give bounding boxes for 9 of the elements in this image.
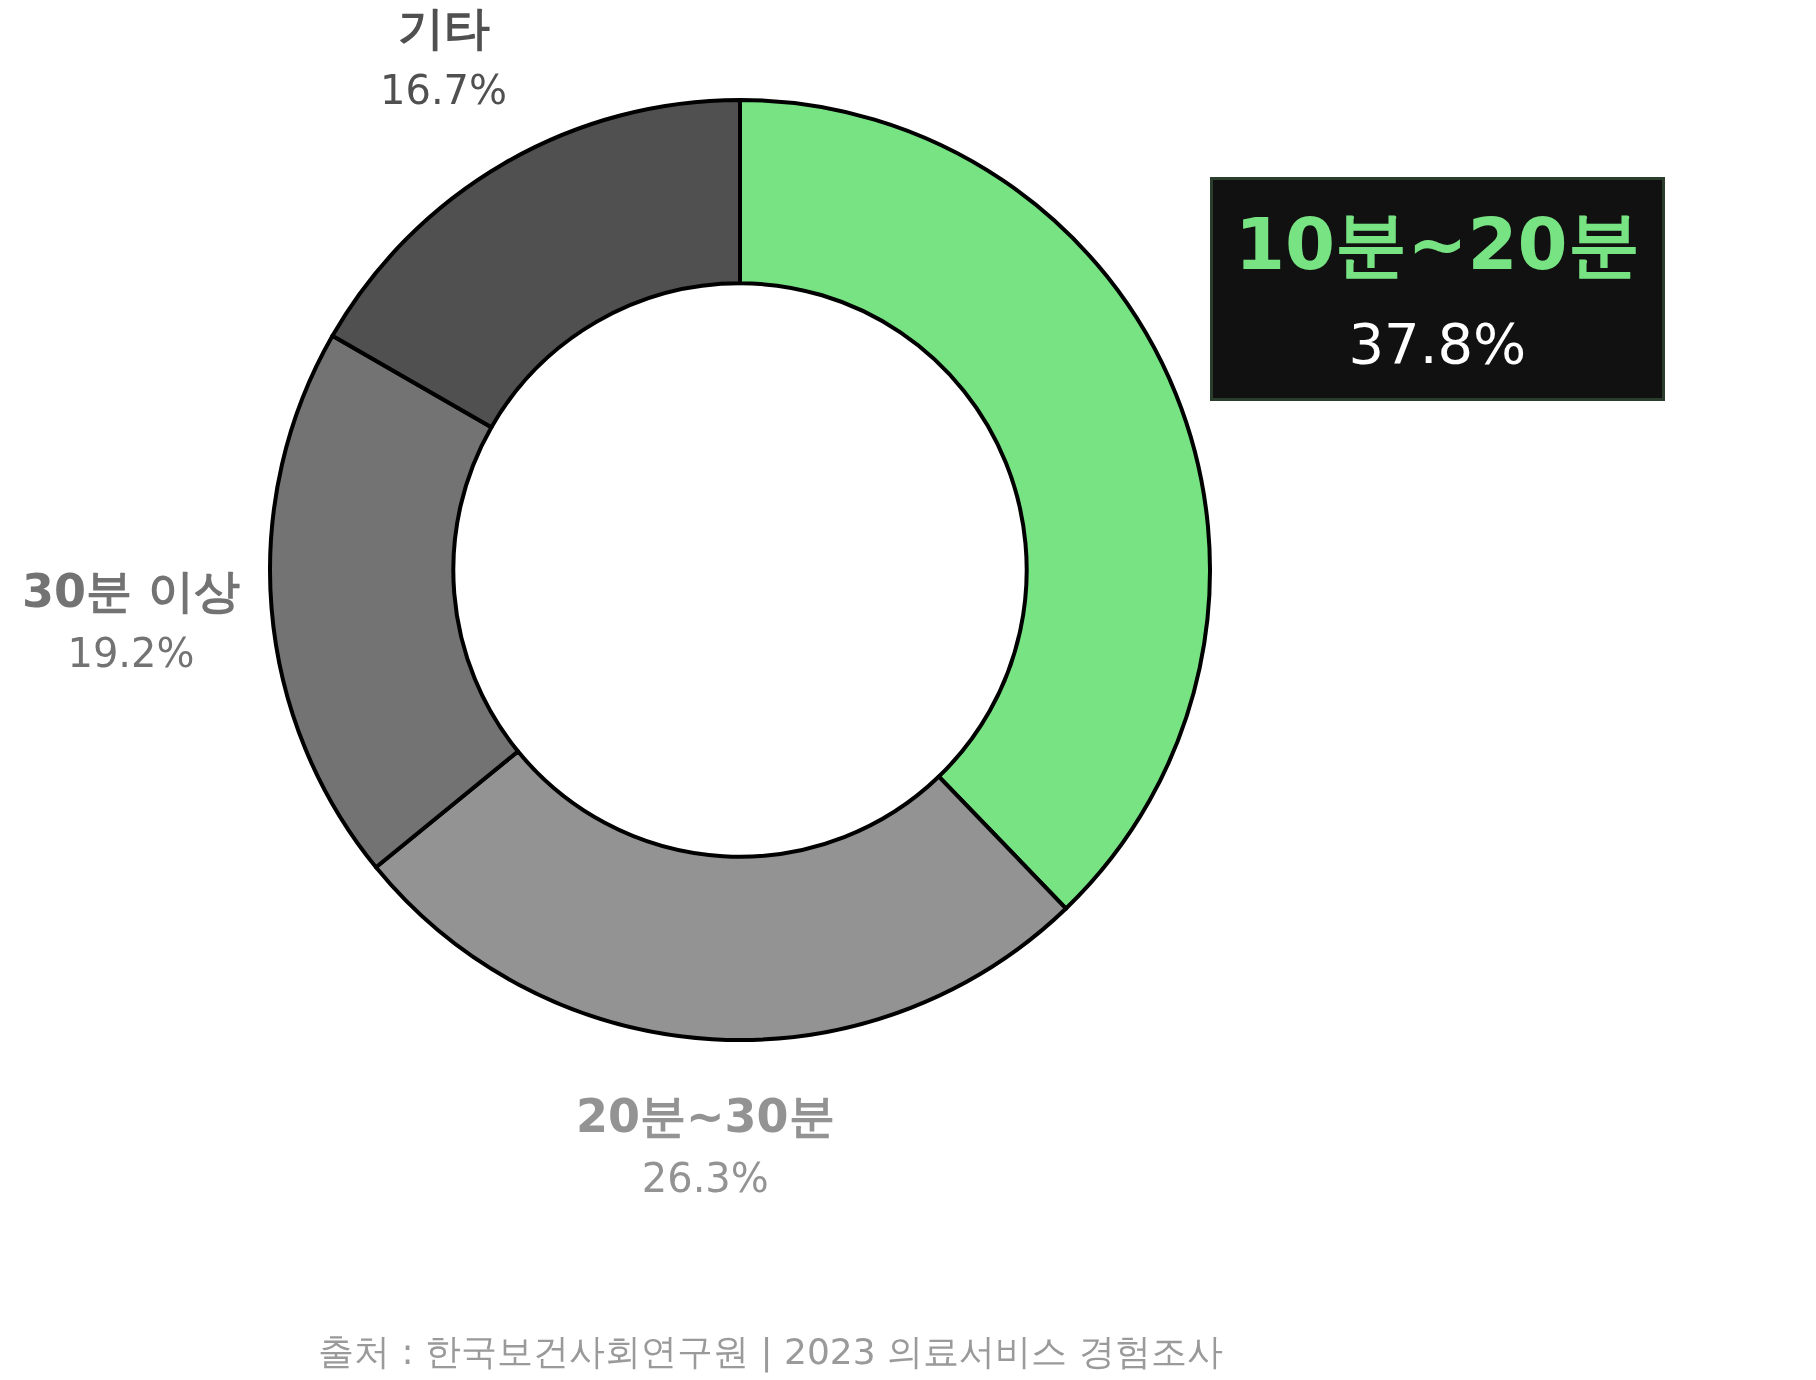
data-label: 16.7% <box>380 66 508 113</box>
source-note: 출처 : 한국보건사회연구원 | 2023 의료서비스 경험조사 <box>318 1331 1223 1373</box>
data-label: 19.2% <box>67 629 195 676</box>
slice-label: 기타 <box>397 1 490 55</box>
data-label: 37.8% <box>1348 310 1527 376</box>
slice-label: 10분~20분 <box>1235 202 1640 286</box>
slice-label: 30분 이상 <box>22 564 241 618</box>
data-label: 26.3% <box>641 1154 769 1201</box>
slice-label: 20분~30분 <box>576 1089 835 1143</box>
